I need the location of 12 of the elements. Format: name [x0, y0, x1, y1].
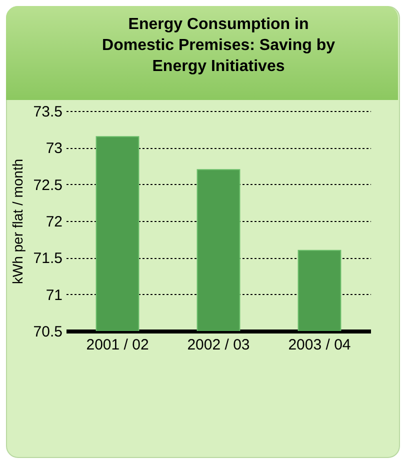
x-tick-label: 2001 / 02: [86, 336, 149, 354]
y-tick-label: 72.5: [33, 176, 62, 194]
y-tick-label: 72: [46, 214, 62, 230]
y-tick-label: 73: [46, 140, 62, 158]
y-axis-title: kWh per flat / month: [9, 158, 26, 284]
y-tick-label: 73.5: [33, 104, 62, 120]
chart-title: Energy Consumption in Domestic Premises: Saving by Energy Initiatives: [102, 16, 336, 75]
y-tick-label: 71: [46, 286, 62, 304]
y-tick-label: 71.5: [33, 250, 62, 268]
x-tick-label: 2002 / 03: [187, 336, 250, 354]
y-tick-label: 70.5: [33, 324, 62, 340]
x-tick-label: 2003 / 04: [288, 336, 351, 354]
